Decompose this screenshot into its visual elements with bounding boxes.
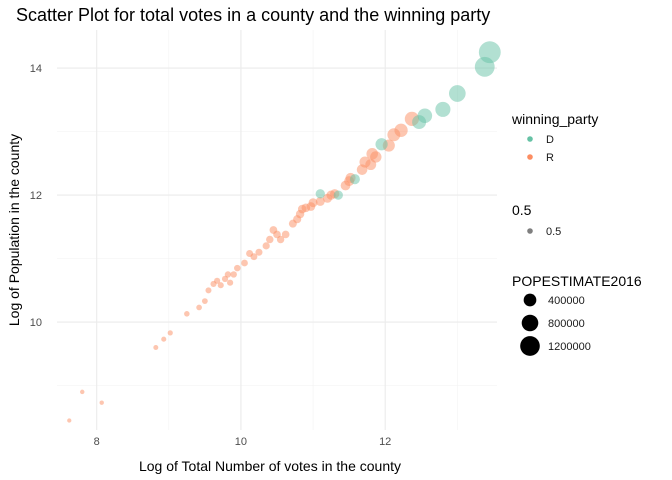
- data-point: [241, 259, 248, 267]
- x-tick-label: 10: [235, 436, 247, 448]
- legend-size-label: 400000: [548, 295, 585, 307]
- y-tick-label: 10: [30, 317, 42, 329]
- legend-color-label: D: [546, 134, 554, 146]
- y-tick-label: 14: [30, 63, 42, 75]
- data-point: [315, 196, 325, 206]
- y-axis-title: Log of Population in the county: [6, 134, 22, 326]
- data-point: [99, 400, 104, 405]
- data-point: [230, 271, 237, 278]
- data-point: [214, 277, 221, 284]
- legend-color-label: R: [546, 152, 554, 164]
- data-points: [67, 41, 501, 423]
- data-point: [478, 41, 501, 64]
- legend-color-title: winning_party: [511, 111, 598, 127]
- y-tick-label: 12: [30, 190, 42, 202]
- data-point: [67, 418, 72, 423]
- chart-title: Scatter Plot for total votes in a county…: [16, 5, 490, 25]
- legend-size-key: [521, 314, 539, 332]
- data-point: [266, 235, 274, 244]
- x-axis-title: Log of Total Number of votes in the coun…: [139, 458, 401, 474]
- data-point: [269, 226, 278, 234]
- data-point: [315, 189, 325, 199]
- data-point: [394, 123, 408, 137]
- legend-size-key: [523, 293, 537, 307]
- data-point: [217, 282, 224, 289]
- legend-alpha-title: 0.5: [512, 202, 532, 218]
- data-point: [333, 190, 343, 200]
- legend-alpha-key: [527, 228, 533, 234]
- data-point: [227, 279, 234, 286]
- legend-size-label: 800000: [548, 318, 585, 330]
- data-point: [417, 108, 433, 123]
- legend-size-label: 1200000: [548, 341, 591, 353]
- data-point: [153, 344, 159, 350]
- data-point: [375, 138, 388, 151]
- legend: winning_party 0.5 POPESTIMATE2016 DR 0.5 4…: [511, 111, 642, 356]
- data-point: [349, 174, 360, 185]
- data-point: [80, 389, 85, 395]
- data-point: [224, 271, 232, 278]
- legend-size-key: [520, 336, 540, 356]
- legend-color-key: [527, 154, 533, 160]
- data-point: [167, 330, 173, 336]
- data-point: [262, 242, 270, 250]
- data-point: [366, 148, 379, 160]
- axis-ticks: 8 10 12 10 12 14: [30, 63, 392, 448]
- data-point: [308, 198, 318, 208]
- data-point: [196, 304, 202, 311]
- x-tick-label: 12: [379, 436, 391, 448]
- legend-alpha-label: 0.5: [546, 226, 561, 238]
- data-point: [184, 311, 190, 317]
- data-point: [205, 287, 212, 294]
- data-point: [161, 336, 167, 342]
- data-point: [281, 230, 290, 239]
- data-point: [435, 101, 451, 117]
- legend-size-title: POPESTIMATE2016: [512, 273, 642, 289]
- data-point: [246, 250, 254, 257]
- data-point: [255, 248, 263, 256]
- x-tick-label: 8: [94, 436, 100, 448]
- legend-color-key: [527, 136, 533, 142]
- data-point: [448, 85, 466, 102]
- data-point: [234, 264, 241, 272]
- data-point: [359, 156, 371, 168]
- data-point: [201, 298, 208, 305]
